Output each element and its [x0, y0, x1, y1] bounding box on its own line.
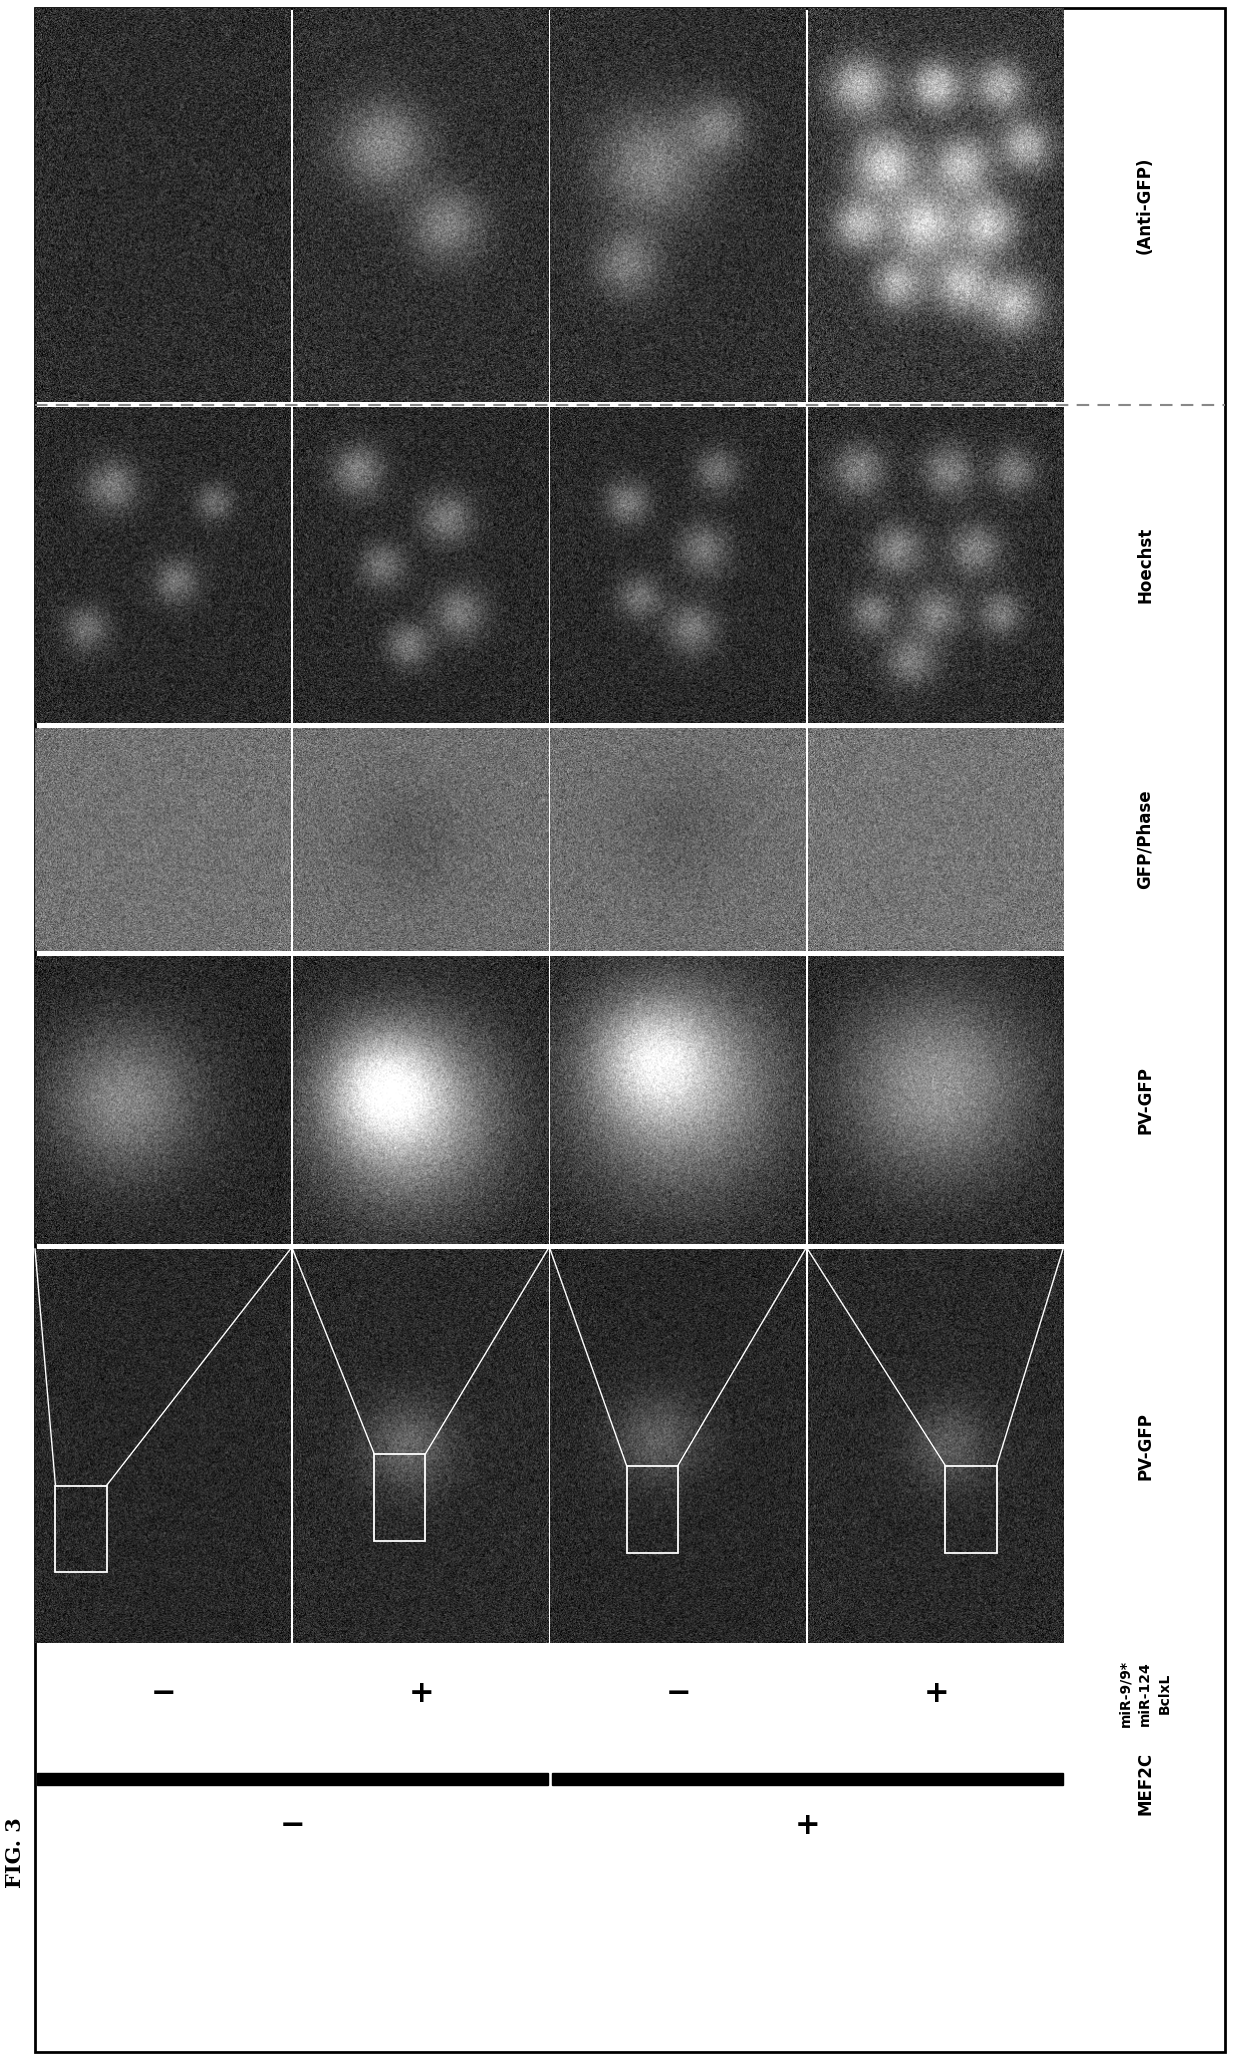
- Bar: [552, 1774, 1063, 1786]
- Bar: [37, 1774, 548, 1786]
- Text: +: +: [795, 1811, 821, 1840]
- Text: +: +: [408, 1679, 434, 1708]
- Bar: [374, 1454, 425, 1541]
- Text: −: −: [666, 1679, 692, 1708]
- Text: Hoechst: Hoechst: [1136, 527, 1154, 604]
- Text: GFP/Phase: GFP/Phase: [1136, 789, 1154, 890]
- Bar: [945, 1467, 997, 1553]
- Text: 10μm: 10μm: [1027, 962, 1055, 970]
- Bar: [56, 1485, 107, 1572]
- Text: miR-9/9*
miR-124
BclxL: miR-9/9* miR-124 BclxL: [1118, 1660, 1172, 1726]
- Text: −: −: [280, 1811, 305, 1840]
- Text: FIG. 3: FIG. 3: [5, 1817, 25, 1887]
- Text: PV-GFP: PV-GFP: [1136, 1067, 1154, 1135]
- Text: 50μm: 50μm: [1023, 12, 1052, 23]
- Text: PV-GFP: PV-GFP: [1136, 1413, 1154, 1479]
- Bar: [626, 1467, 678, 1553]
- Text: −: −: [151, 1679, 176, 1708]
- Text: (Anti-GFP): (Anti-GFP): [1136, 157, 1154, 253]
- Text: MEF2C: MEF2C: [1136, 1751, 1154, 1815]
- Text: +: +: [924, 1679, 949, 1708]
